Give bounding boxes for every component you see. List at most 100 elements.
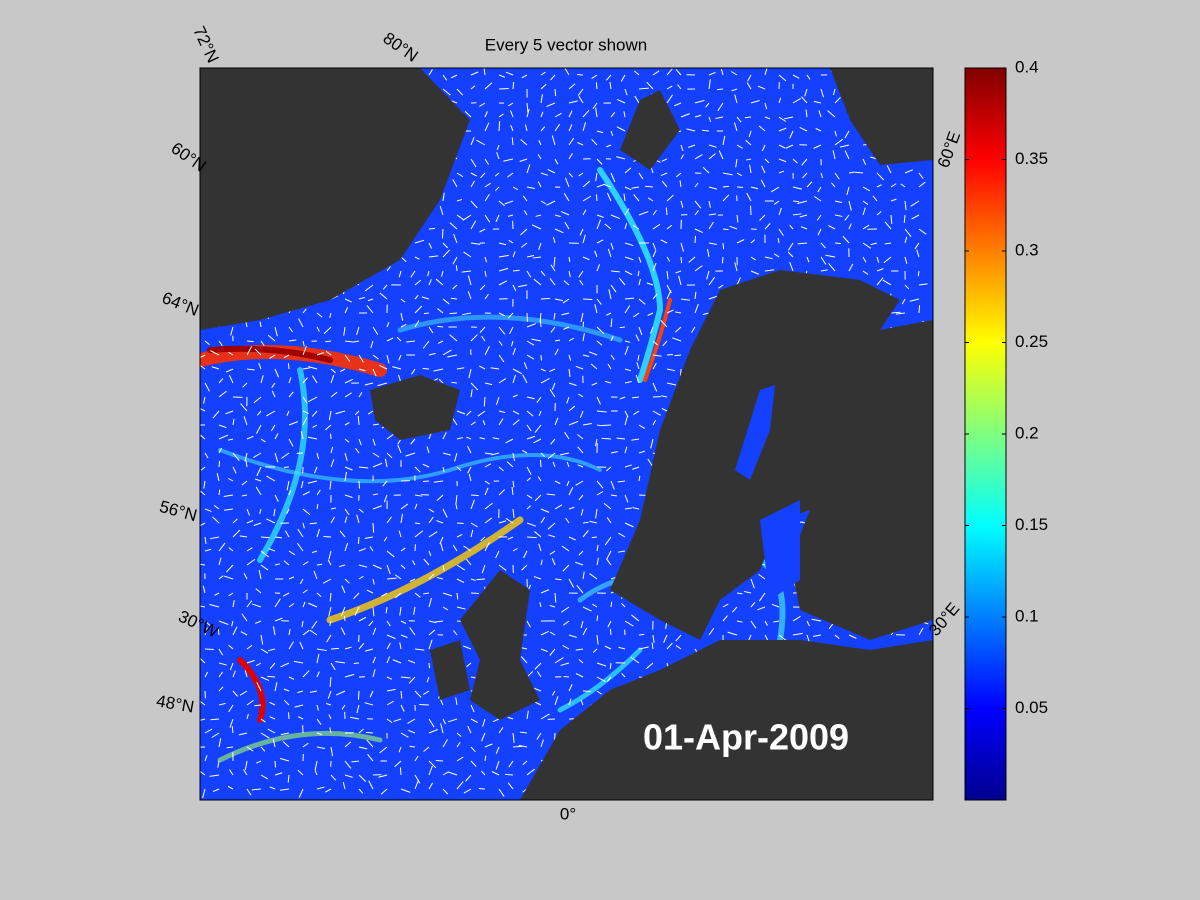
vector — [563, 280, 570, 286]
vector — [288, 550, 296, 556]
vector — [596, 480, 604, 489]
vector — [680, 113, 690, 118]
vector — [730, 71, 738, 76]
vector — [297, 716, 304, 720]
vector — [540, 589, 550, 594]
vector — [449, 312, 458, 315]
vector — [330, 746, 334, 757]
vector — [343, 615, 346, 622]
vector — [456, 437, 463, 440]
vector — [638, 278, 641, 286]
vector — [218, 620, 229, 625]
vector — [484, 158, 490, 165]
vector — [886, 165, 892, 174]
vector — [358, 788, 364, 794]
vector — [537, 154, 542, 160]
vector — [365, 648, 374, 652]
vector — [202, 585, 206, 594]
vector — [862, 270, 869, 275]
vector — [282, 592, 290, 597]
vector — [789, 261, 794, 272]
vector — [307, 602, 318, 608]
vector — [638, 633, 645, 636]
vector — [260, 564, 269, 571]
vector — [507, 312, 514, 319]
vector — [484, 382, 493, 386]
vector — [325, 350, 332, 356]
vector — [605, 380, 612, 384]
vector — [773, 620, 780, 623]
vector — [606, 312, 612, 316]
vector — [540, 126, 546, 132]
vector — [918, 172, 924, 179]
vector — [330, 647, 339, 650]
vector — [307, 480, 318, 484]
vector — [652, 223, 661, 230]
vector — [468, 473, 472, 482]
vector — [582, 109, 590, 118]
vector — [484, 502, 493, 510]
vector — [582, 195, 592, 202]
vector — [467, 725, 472, 734]
vector — [498, 113, 504, 118]
vector — [372, 368, 377, 377]
vector — [882, 279, 892, 286]
vector — [844, 150, 850, 160]
vector — [356, 704, 360, 714]
vector — [718, 284, 724, 289]
vector — [344, 452, 348, 461]
vector — [553, 256, 556, 267]
vector — [381, 592, 388, 597]
vector — [666, 270, 669, 280]
vector — [800, 226, 808, 230]
vector — [470, 172, 477, 177]
vector — [660, 172, 668, 177]
vector — [694, 182, 699, 188]
vector — [452, 179, 458, 188]
vector — [428, 629, 436, 636]
vector — [377, 382, 388, 387]
vector — [652, 242, 657, 250]
vector — [307, 436, 318, 440]
vector — [673, 102, 682, 107]
vector — [456, 578, 465, 584]
vector — [568, 506, 575, 510]
vector — [520, 656, 528, 664]
vector — [441, 270, 444, 277]
vector — [456, 592, 459, 600]
vector — [582, 571, 585, 580]
vector — [560, 662, 570, 666]
vector — [466, 410, 472, 416]
vector — [582, 321, 585, 328]
vector — [729, 225, 738, 230]
vector — [736, 214, 739, 223]
vector — [540, 452, 545, 458]
vector — [550, 326, 556, 333]
vector — [510, 124, 514, 132]
vector — [271, 382, 276, 389]
vector — [736, 277, 741, 286]
vector — [526, 323, 537, 328]
vector — [244, 452, 248, 462]
vector — [367, 753, 374, 762]
vector — [750, 100, 760, 104]
vector — [862, 224, 870, 230]
vector — [554, 214, 561, 218]
vector — [839, 144, 850, 148]
vector — [495, 760, 500, 770]
vector — [646, 282, 654, 286]
vector — [414, 522, 421, 525]
vector — [538, 543, 542, 552]
vector — [816, 214, 822, 221]
vector — [609, 662, 612, 670]
vector — [521, 564, 528, 571]
vector — [400, 312, 404, 321]
vector — [260, 718, 266, 723]
vector — [246, 788, 252, 796]
vector — [328, 410, 332, 421]
vector — [442, 432, 447, 440]
vector — [372, 669, 376, 678]
vector — [708, 295, 718, 300]
vector — [745, 139, 752, 146]
vector — [414, 592, 421, 598]
